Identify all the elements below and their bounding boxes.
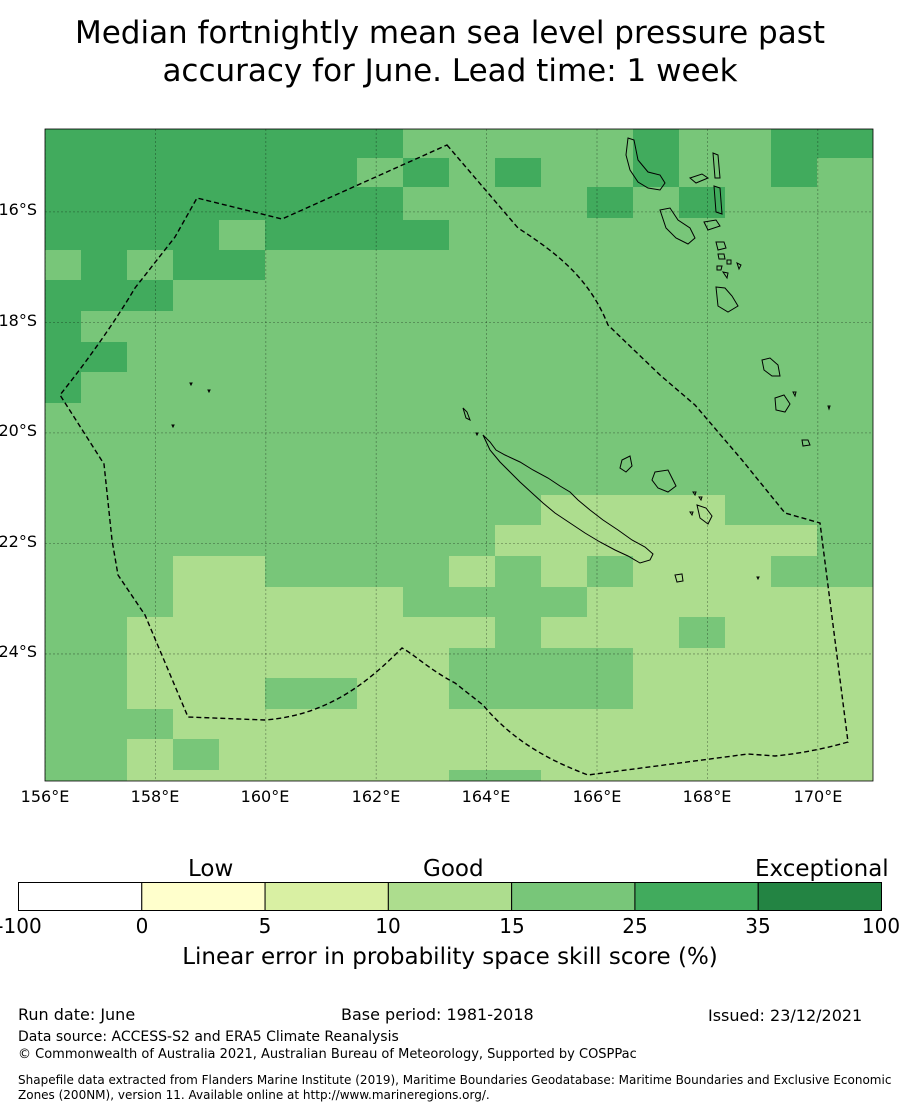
colorbar-bin-4 — [511, 882, 636, 911]
colorbar-tick-10: 10 — [375, 914, 401, 938]
coastline-new-caledonia — [482, 434, 654, 564]
lat-label-24s: 24°S — [0, 642, 37, 661]
lon-label-158e: 158°E — [130, 787, 180, 806]
map-gridlines — [45, 129, 873, 781]
colorbar-tick-15: 15 — [499, 914, 525, 938]
lat-label-22s: 22°S — [0, 532, 37, 551]
colorbar-frame — [18, 882, 882, 911]
colorbar-bin-3 — [387, 882, 513, 911]
lon-label-162e: 162°E — [351, 787, 401, 806]
colorbar-label-exceptional: Exceptional — [755, 856, 889, 882]
lon-label-156e: 156°E — [20, 787, 70, 806]
cells-10-15 — [127, 495, 873, 781]
colorbar-axis-label: Linear error in probability space skill … — [182, 944, 718, 970]
colorbar-tick-minus-100: -100 — [0, 914, 42, 938]
colorbar-tick-35: 35 — [745, 914, 771, 938]
colorbar-tick-25: 25 — [622, 914, 648, 938]
colorbar-tick-100: 100 — [861, 914, 900, 938]
colorbar-bin-5 — [634, 882, 759, 911]
eez-boundary — [59, 144, 849, 776]
lon-label-168e: 168°E — [682, 787, 732, 806]
data-source: Data source: ACCESS-S2 and ERA5 Climate … — [18, 1029, 399, 1045]
issued-date: Issued: 23/12/2021 — [708, 1006, 863, 1025]
lon-label-164e: 164°E — [461, 787, 511, 806]
colorbar-tick-5: 5 — [258, 914, 272, 938]
coastline-malekula — [659, 207, 696, 245]
map-title-line-1: Median fortnightly mean sea level pressu… — [74, 15, 826, 51]
colorbar-label-good: Good — [423, 856, 484, 882]
cells-25-35 — [45, 129, 873, 403]
coastline-belep — [462, 407, 471, 422]
map-title: Median fortnightly mean sea level pressu… — [0, 14, 900, 90]
colorbar-bin-1 — [141, 882, 266, 911]
copyright: © Commonwealth of Australia 2021, Austra… — [18, 1047, 637, 1062]
coastline-pentecost — [713, 185, 723, 215]
coastline-loyalty-ouvea — [696, 504, 713, 525]
colorbar-bin-6 — [757, 882, 883, 911]
lon-label-166e: 166°E — [572, 787, 622, 806]
coastline-loyalty-maré — [651, 469, 677, 493]
colorbar-tick-0: 0 — [135, 914, 149, 938]
coastline-shepherd-islands — [716, 253, 732, 271]
colorbar-label-low: Low — [188, 856, 234, 882]
coastline-aneityum — [801, 439, 811, 447]
coastline-ambrym — [703, 219, 721, 231]
base-period: Base period: 1981-2018 — [341, 1005, 534, 1024]
coastline-epi — [715, 241, 727, 251]
colorbar-bin-0 — [18, 882, 143, 911]
shapefile-credit: Shapefile data extracted from Flanders M… — [18, 1073, 892, 1102]
coastline-tanna — [761, 357, 781, 377]
run-date: Run date: June — [18, 1005, 136, 1024]
colorbar-bin-2 — [264, 882, 389, 911]
map-frame — [44, 128, 874, 782]
lat-label-20s: 20°S — [0, 421, 37, 440]
coastline-small-islets — [171, 262, 831, 581]
lat-label-18s: 18°S — [0, 311, 37, 330]
colorbar — [18, 882, 883, 911]
cells-15-25-south — [173, 556, 873, 781]
lat-label-16s: 16°S — [0, 200, 37, 219]
coastline-maewo — [712, 152, 721, 179]
lon-label-170e: 170°E — [793, 787, 843, 806]
coastline-espiritu-santo — [625, 137, 666, 191]
skill-score-map — [44, 128, 874, 782]
map-title-line-2: accuracy for June. Lead time: 1 week — [162, 53, 738, 89]
lon-label-160e: 160°E — [240, 787, 290, 806]
coastline-loyalty-lifou — [619, 455, 633, 473]
cells-15-25-inner — [45, 158, 403, 280]
coastline-ambae — [688, 173, 710, 184]
coastline-erromango — [774, 394, 791, 413]
coastline-isle-of-pines — [674, 573, 684, 583]
coastlines — [171, 137, 831, 583]
coastline-efate — [715, 286, 739, 313]
